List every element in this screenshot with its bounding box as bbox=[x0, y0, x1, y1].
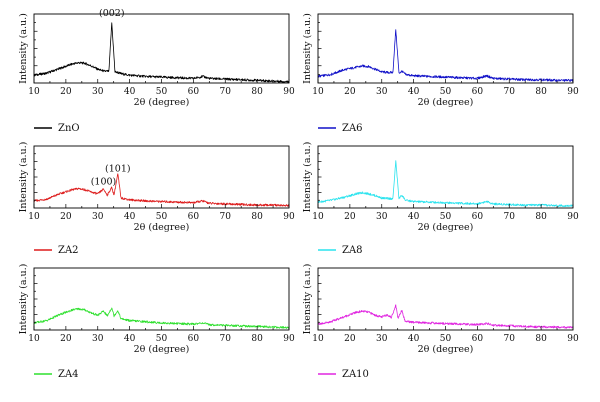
x-tick-label: 90 bbox=[283, 87, 295, 97]
x-axis-label: 2θ (degree) bbox=[418, 97, 474, 108]
x-tick-label: 50 bbox=[440, 212, 452, 222]
plot-frame bbox=[33, 13, 290, 84]
legend-label: ZA2 bbox=[58, 245, 79, 256]
data-line-za6 bbox=[317, 29, 574, 82]
x-tick-label: 40 bbox=[408, 212, 420, 222]
x-tick-label: 90 bbox=[283, 334, 295, 344]
legend-label: ZnO bbox=[58, 123, 80, 134]
x-tick-label: 70 bbox=[220, 212, 232, 222]
legend-label: ZA6 bbox=[342, 123, 363, 134]
x-tick-label: 90 bbox=[567, 87, 579, 97]
x-axis-label: 2θ (degree) bbox=[134, 97, 190, 108]
x-tick-label: 10 bbox=[28, 334, 40, 344]
x-tick-label: 10 bbox=[312, 87, 324, 97]
x-axis-label: 2θ (degree) bbox=[134, 222, 190, 233]
x-tick-label: 30 bbox=[92, 87, 104, 97]
x-tick-label: 70 bbox=[220, 334, 232, 344]
x-axis-label: 2θ (degree) bbox=[134, 344, 190, 355]
x-tick-label: 20 bbox=[344, 212, 356, 222]
x-axis-label: 2θ (degree) bbox=[418, 222, 474, 233]
x-tick-label: 40 bbox=[124, 212, 136, 222]
data-line-zno bbox=[33, 22, 290, 84]
plot-frame bbox=[317, 267, 574, 331]
chart-panel-6: 10 20 30 40 50 60 70 80 90 2θ (degree) Intensity (… bbox=[302, 264, 579, 380]
y-axis-label: Intensity (a.u.) bbox=[302, 142, 313, 213]
x-tick-label: 50 bbox=[440, 334, 452, 344]
x-tick-label: 60 bbox=[472, 334, 484, 344]
x-tick-label: 50 bbox=[156, 334, 168, 344]
x-tick-label: 80 bbox=[251, 87, 263, 97]
x-tick-label: 60 bbox=[188, 334, 200, 344]
x-tick-label: 40 bbox=[408, 334, 420, 344]
plot-frame bbox=[33, 267, 290, 331]
x-tick-label: 70 bbox=[504, 212, 516, 222]
x-tick-label: 20 bbox=[344, 334, 356, 344]
y-axis-label: Intensity (a.u.) bbox=[302, 264, 313, 335]
x-tick-label: 80 bbox=[535, 87, 547, 97]
x-tick-label: 90 bbox=[567, 334, 579, 344]
x-tick-label: 30 bbox=[92, 212, 104, 222]
chart-panel-3: 10 20 30 40 50 60 70 80 90 2θ (degree) Intensity (… bbox=[18, 142, 295, 256]
x-tick-label: 10 bbox=[28, 87, 40, 97]
x-tick-label: 30 bbox=[376, 212, 388, 222]
x-tick-label: 10 bbox=[312, 334, 324, 344]
x-tick-label: 30 bbox=[376, 87, 388, 97]
x-tick-label: 30 bbox=[376, 334, 388, 344]
x-tick-label: 20 bbox=[60, 212, 72, 222]
x-tick-label: 10 bbox=[28, 212, 40, 222]
x-tick-label: 80 bbox=[535, 334, 547, 344]
legend-label: ZA4 bbox=[58, 369, 79, 380]
chart-panel-4: 10 20 30 40 50 60 70 80 90 2θ (degree) Intensity (… bbox=[302, 142, 579, 256]
x-tick-label: 50 bbox=[156, 212, 168, 222]
legend-label: ZA8 bbox=[342, 245, 363, 256]
x-tick-label: 60 bbox=[188, 212, 200, 222]
data-line-za2 bbox=[33, 173, 290, 208]
peak-annotation: (101) bbox=[105, 163, 131, 174]
x-tick-label: 90 bbox=[283, 212, 295, 222]
chart-panel-2: 10 20 30 40 50 60 70 80 90 2θ (degree) Intensity (… bbox=[302, 13, 579, 134]
x-tick-label: 80 bbox=[535, 212, 547, 222]
chart-panel-1: 10 20 30 40 50 60 70 80 90 2θ (degree) Intensity (… bbox=[18, 8, 295, 134]
x-tick-label: 60 bbox=[472, 212, 484, 222]
x-tick-label: 40 bbox=[408, 87, 420, 97]
x-tick-label: 90 bbox=[567, 212, 579, 222]
x-tick-label: 50 bbox=[156, 87, 168, 97]
x-tick-label: 70 bbox=[220, 87, 232, 97]
x-tick-label: 60 bbox=[472, 87, 484, 97]
x-tick-label: 70 bbox=[504, 87, 516, 97]
x-tick-label: 60 bbox=[188, 87, 200, 97]
x-tick-label: 70 bbox=[504, 334, 516, 344]
y-axis-label: Intensity (a.u.) bbox=[18, 13, 29, 84]
plot-frame bbox=[33, 145, 290, 209]
data-line-za4 bbox=[33, 307, 290, 329]
y-axis-label: Intensity (a.u.) bbox=[302, 13, 313, 84]
x-tick-label: 40 bbox=[124, 87, 136, 97]
y-axis-label: Intensity (a.u.) bbox=[18, 142, 29, 213]
plot-frame bbox=[317, 145, 574, 209]
plot-frame bbox=[317, 13, 574, 84]
x-tick-label: 10 bbox=[312, 212, 324, 222]
x-tick-label: 80 bbox=[251, 212, 263, 222]
peak-annotation: (100) bbox=[91, 176, 117, 187]
x-tick-label: 50 bbox=[440, 87, 452, 97]
data-line-za10 bbox=[317, 304, 574, 329]
x-tick-label: 40 bbox=[124, 334, 136, 344]
x-tick-label: 30 bbox=[92, 334, 104, 344]
legend-label: ZA10 bbox=[342, 369, 369, 380]
x-tick-label: 80 bbox=[251, 334, 263, 344]
x-tick-label: 20 bbox=[60, 87, 72, 97]
chart-panel-5: 10 20 30 40 50 60 70 80 90 2θ (degree) Intensity (… bbox=[18, 264, 295, 380]
peak-annotation: (002) bbox=[99, 8, 125, 19]
x-tick-label: 20 bbox=[344, 87, 356, 97]
x-tick-label: 20 bbox=[60, 334, 72, 344]
data-line-za8 bbox=[317, 160, 574, 208]
y-axis-label: Intensity (a.u.) bbox=[18, 264, 29, 335]
x-axis-label: 2θ (degree) bbox=[418, 344, 474, 355]
